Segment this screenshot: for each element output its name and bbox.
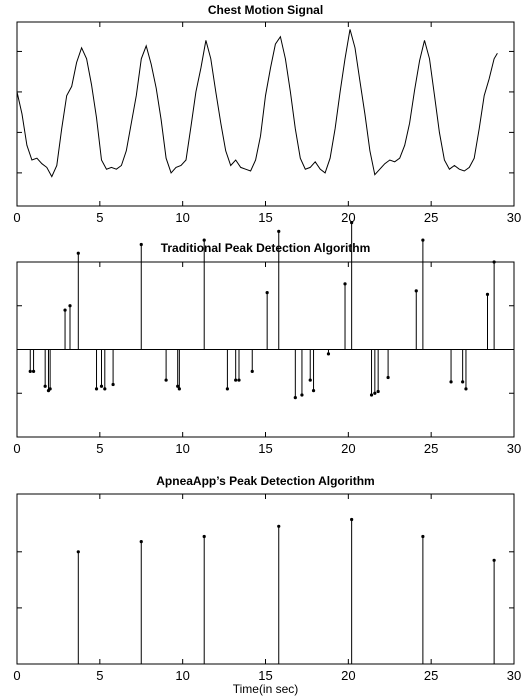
stem-marker [202,534,206,539]
stem-marker [461,380,465,384]
apneaapp-peaks-title: ApneaApp’s Peak Detection Algorithm [156,474,374,488]
stem-marker [492,260,496,264]
chest-motion-title: Chest Motion Signal [208,3,323,17]
x-tick-label: 10 [175,441,189,456]
x-tick-label: 0 [13,441,20,456]
x-tick-label: 5 [96,668,103,683]
x-tick-label: 0 [13,210,20,225]
stem-marker [421,238,425,242]
x-tick-label: 30 [507,441,521,456]
stem-marker [234,378,238,382]
stem-marker [250,369,254,373]
stem-marker [103,387,107,391]
stem-marker [350,517,354,522]
stem-marker [421,534,425,539]
stem-marker [76,251,80,255]
apneaapp-peaks-panel: ApneaApp’s Peak Detection Algorithm 0 5 10 1… [13,474,521,696]
stem-marker [68,304,72,308]
x-tick-label: 25 [424,210,438,225]
stem-marker [414,289,418,293]
stem-marker [177,387,181,391]
traditional-peaks-title: Traditional Peak Detection Algorithm [161,241,371,255]
x-tick-label: 0 [13,668,20,683]
stem-marker [350,221,354,225]
apneaapp-peaks-axes-frame [16,493,515,665]
x-tick-label: 5 [96,210,103,225]
stem-marker [139,242,143,247]
x-tick-label: 25 [424,668,438,683]
stem-marker [63,308,67,312]
stem-marker [376,389,380,394]
stem-marker [369,393,374,397]
stem-marker [485,292,490,296]
stem-marker [300,393,304,397]
stem-marker [386,375,390,380]
traditional-peaks-panel: Traditional Peak Detection Algorithm 0 5 10… [13,221,521,456]
stem-marker [277,229,281,233]
stem-marker [43,384,47,388]
stem-marker [164,378,168,382]
stem-marker [326,352,331,356]
stem-marker [373,391,377,395]
x-tick-label: 30 [507,668,521,683]
x-tick-label: 5 [96,441,103,456]
stem-marker [176,384,180,388]
x-tick-label: 15 [258,210,272,225]
stem-marker [111,382,115,387]
stem-marker [293,396,297,400]
stem-marker [308,378,312,382]
stem-marker [94,387,99,391]
x-tick-label: 20 [341,441,355,456]
stem-marker [265,291,269,295]
stem-marker [237,378,241,382]
x-tick-label: 25 [424,441,438,456]
stem-marker [311,389,316,393]
stem-marker [492,558,496,562]
x-tick-label: 20 [341,668,355,683]
stem-marker [28,369,32,373]
stem-marker [277,524,281,528]
stem-marker [464,387,468,391]
x-tick-label: 20 [341,210,355,225]
stem-marker [99,384,104,388]
signal-line [16,29,498,178]
stem-marker [139,540,143,544]
x-tick-label: 10 [175,668,189,683]
chest-motion-panel: Chest Motion Signal 0 5 10 15 20 25 30 [13,3,521,225]
stem-marker [31,369,36,373]
x-tick-label: 10 [175,210,189,225]
x-tick-label: 15 [258,668,272,683]
x-tick-label: 30 [507,210,521,225]
stem-marker [76,550,80,554]
stem-marker [48,387,52,391]
x-tick-label: 15 [258,441,272,456]
x-axis-label: Time(in sec) [233,682,299,696]
stem-marker [449,380,453,384]
stem-marker [343,282,347,286]
stem-marker [225,387,229,391]
chest-motion-axes-frame [16,21,515,207]
stem-marker [202,238,206,242]
